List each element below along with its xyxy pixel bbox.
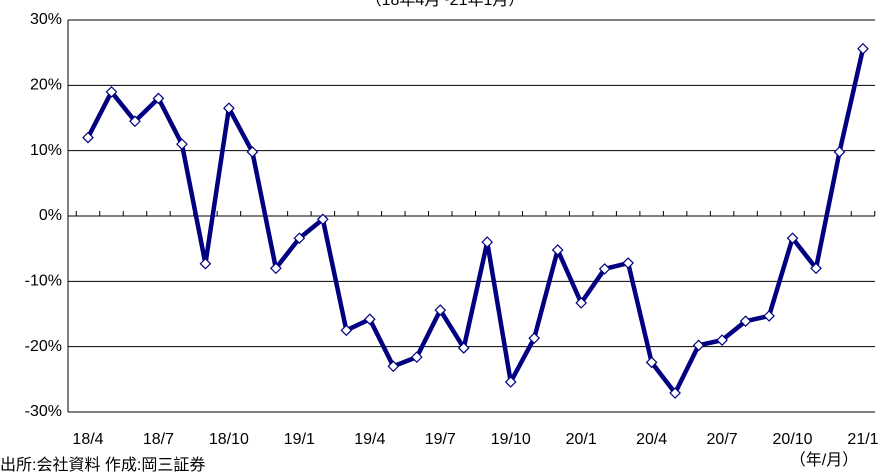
y-tick-label: 10% xyxy=(30,142,62,159)
y-tick-label: -10% xyxy=(25,273,62,290)
data-point xyxy=(246,146,259,158)
series-line xyxy=(85,48,866,396)
source-note: 出所:会社資料 作成:岡三証券 xyxy=(0,456,205,474)
x-tick-label: 19/10 xyxy=(491,431,531,448)
x-tick-label: 19/4 xyxy=(354,431,385,448)
data-point xyxy=(739,315,752,328)
data-point xyxy=(763,310,775,322)
y-tick-label: 0% xyxy=(39,207,62,224)
data-point xyxy=(669,387,681,399)
x-unit-label: （年/月） xyxy=(790,451,858,469)
data-point xyxy=(786,232,799,245)
data-point xyxy=(598,263,611,275)
y-tick-label: -30% xyxy=(25,403,62,420)
data-point xyxy=(504,376,517,388)
data-point xyxy=(645,356,658,369)
data-point xyxy=(528,332,541,345)
chart-subtitle: （18年4月~21年1月） xyxy=(366,0,525,9)
data-point xyxy=(833,146,846,158)
x-tick-label: 20/7 xyxy=(707,431,738,448)
data-point xyxy=(857,42,869,55)
data-point xyxy=(551,244,564,256)
data-point xyxy=(457,342,470,354)
data-point xyxy=(82,131,94,144)
y-tick-label: 30% xyxy=(30,11,62,28)
data-point xyxy=(622,257,634,269)
data-point xyxy=(270,262,282,275)
x-tick-label: 18/10 xyxy=(209,431,249,448)
data-point xyxy=(129,115,141,128)
data-point xyxy=(199,257,212,270)
data-point xyxy=(152,92,165,105)
data-point xyxy=(223,102,235,115)
x-tick-label: 20/1 xyxy=(566,431,597,448)
data-point xyxy=(176,138,188,150)
x-tick-label: 21/1 xyxy=(847,431,878,448)
data-point xyxy=(434,304,447,316)
data-point xyxy=(810,262,822,275)
y-tick-label: -20% xyxy=(25,338,62,355)
data-point xyxy=(293,232,306,245)
x-tick-label: 18/7 xyxy=(143,431,174,448)
data-point xyxy=(316,213,329,226)
data-point xyxy=(481,236,494,248)
data-point xyxy=(692,339,705,352)
x-tick-label: 20/4 xyxy=(636,431,667,448)
y-tick-label: 20% xyxy=(30,77,62,94)
x-tick-label: 18/4 xyxy=(72,431,103,448)
data-point xyxy=(575,297,588,309)
x-tick-label: 19/7 xyxy=(425,431,456,448)
data-point xyxy=(340,324,353,337)
x-tick-label: 19/1 xyxy=(284,431,315,448)
data-point xyxy=(105,86,118,98)
x-tick-label: 20/10 xyxy=(773,431,813,448)
data-point xyxy=(387,360,400,373)
data-point xyxy=(410,351,423,363)
data-point xyxy=(363,313,376,326)
data-point xyxy=(716,334,728,346)
